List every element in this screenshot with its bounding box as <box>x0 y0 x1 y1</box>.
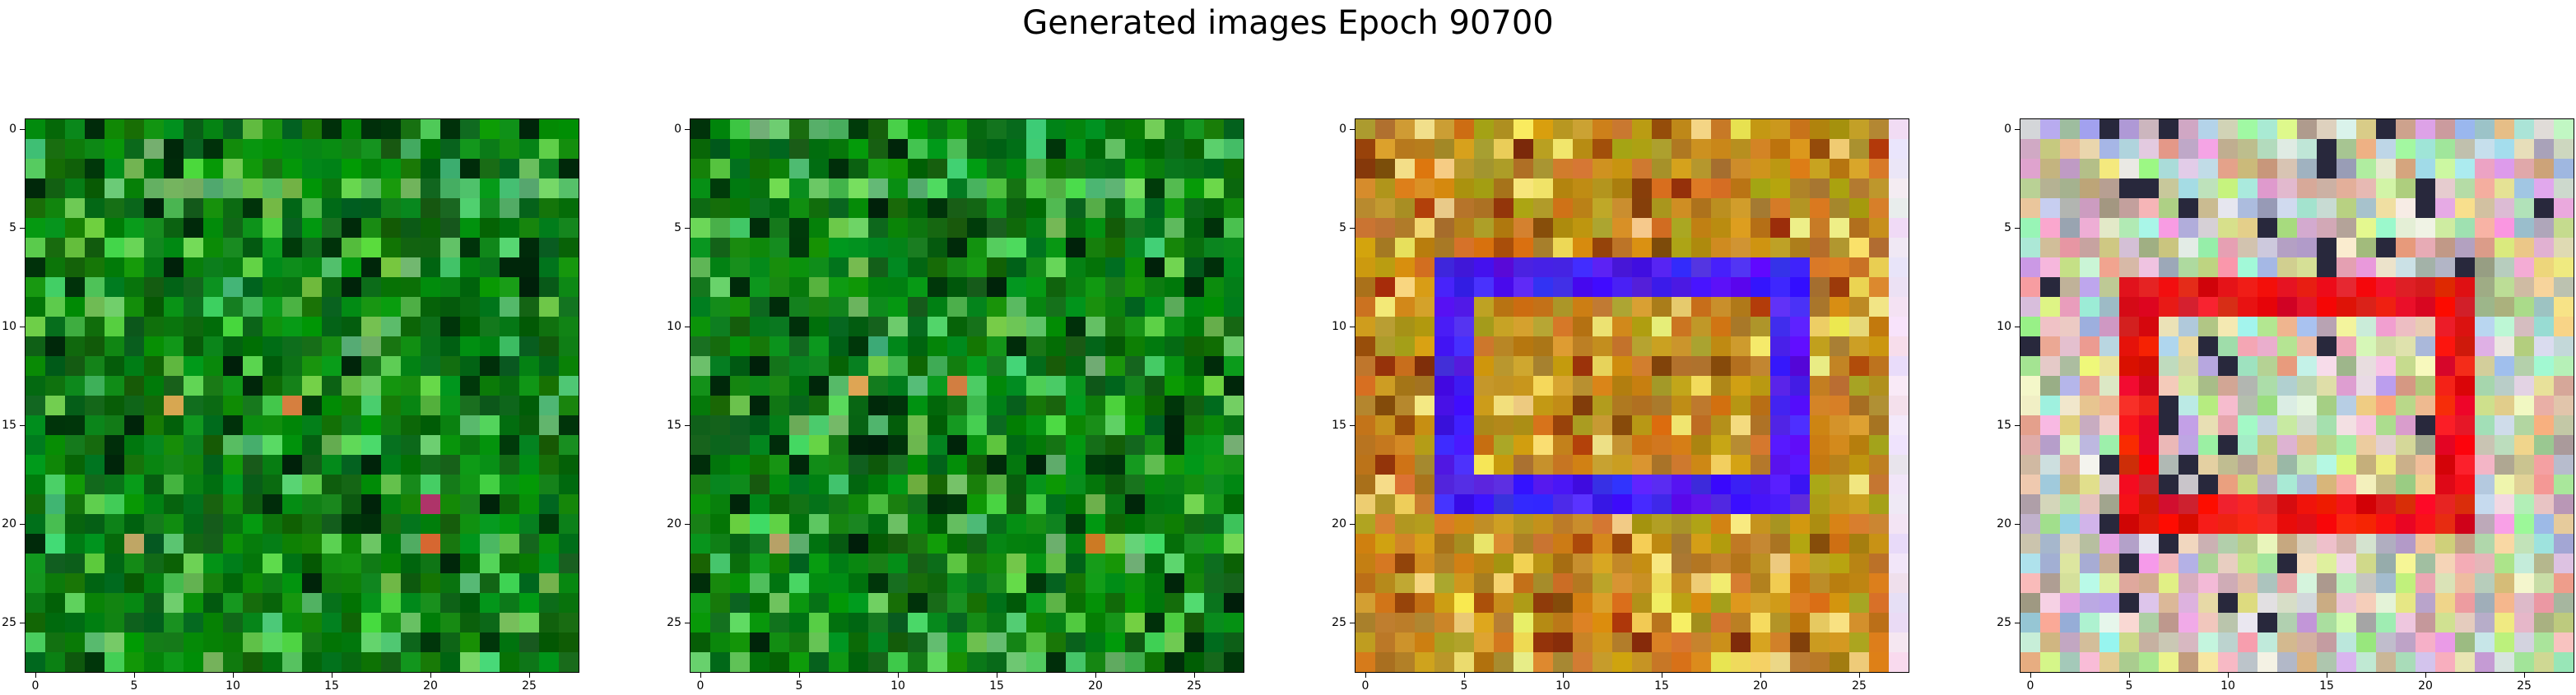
x-tick-label: 0 <box>696 679 704 693</box>
y-tick-label: 5 <box>674 221 681 234</box>
x-tick-label: 15 <box>2319 679 2334 693</box>
y-tick-label: 20 <box>2 517 16 531</box>
y-tick-label: 0 <box>1339 123 1346 136</box>
x-tick-label: 20 <box>1753 679 1768 693</box>
x-tick <box>898 672 899 678</box>
x-tick-label: 15 <box>1654 679 1669 693</box>
generated-image-2 <box>690 119 1244 672</box>
x-tick-label: 10 <box>226 679 240 693</box>
x-tick <box>1563 672 1564 678</box>
y-tick-label: 10 <box>667 320 681 333</box>
x-tick <box>1859 672 1860 678</box>
x-tick <box>430 672 431 678</box>
x-tick <box>1194 672 1195 678</box>
y-tick <box>1350 524 1355 525</box>
generated-image-4 <box>2020 119 2574 672</box>
x-tick <box>700 672 701 678</box>
y-tick-label: 5 <box>1339 221 1346 234</box>
x-tick-label: 10 <box>1555 679 1570 693</box>
x-tick <box>799 672 800 678</box>
x-tick <box>35 672 36 678</box>
y-tick <box>2015 425 2020 426</box>
figure-title: Generated images Epoch 90700 <box>1022 4 1554 42</box>
x-tick <box>1760 672 1761 678</box>
y-tick <box>685 425 690 426</box>
y-tick-label: 25 <box>1997 616 2011 629</box>
image-panel-2: 0 0 5 5 10 10 15 15 20 20 25 25 <box>667 118 1244 692</box>
x-tick-label: 25 <box>2517 679 2532 693</box>
x-tick <box>1365 672 1366 678</box>
y-tick-label: 25 <box>667 616 681 629</box>
y-tick-label: 5 <box>9 221 16 234</box>
x-tick-label: 15 <box>324 679 339 693</box>
x-tick-label: 25 <box>522 679 537 693</box>
x-tick <box>134 672 135 678</box>
x-tick <box>1464 672 1465 678</box>
x-tick-label: 5 <box>130 679 138 693</box>
image-panel-4: 0 0 5 5 10 10 15 15 20 20 25 25 <box>1997 118 2574 692</box>
x-tick <box>2524 672 2525 678</box>
y-tick <box>685 524 690 525</box>
x-tick <box>2228 672 2229 678</box>
y-tick-label: 5 <box>2004 221 2011 234</box>
y-tick-label: 10 <box>2 320 16 333</box>
y-tick <box>20 228 26 229</box>
image-panel-3: 0 0 5 5 10 10 15 15 20 20 25 25 <box>1332 118 1909 692</box>
y-tick <box>685 129 690 130</box>
y-tick-label: 20 <box>1332 517 1346 531</box>
x-tick-label: 20 <box>2418 679 2433 693</box>
y-tick-label: 0 <box>9 123 16 136</box>
x-tick-label: 20 <box>423 679 438 693</box>
x-tick <box>529 672 530 678</box>
x-tick-label: 0 <box>2026 679 2034 693</box>
x-tick <box>1095 672 1096 678</box>
x-tick-label: 0 <box>31 679 40 693</box>
y-tick-label: 10 <box>1997 320 2011 333</box>
x-tick <box>2425 672 2426 678</box>
y-tick <box>685 228 690 229</box>
y-tick-label: 15 <box>667 419 681 432</box>
x-tick-label: 15 <box>989 679 1004 693</box>
y-tick-label: 20 <box>667 517 681 531</box>
y-tick <box>2015 129 2020 130</box>
x-tick-label: 25 <box>1187 679 1202 693</box>
y-tick <box>20 524 26 525</box>
x-tick <box>2030 672 2031 678</box>
y-tick <box>1350 425 1355 426</box>
y-tick <box>2015 228 2020 229</box>
y-tick-label: 25 <box>2 616 16 629</box>
y-tick-label: 15 <box>2 419 16 432</box>
x-tick <box>2129 672 2130 678</box>
y-tick-label: 20 <box>1997 517 2011 531</box>
y-tick-label: 0 <box>2004 123 2011 136</box>
y-tick <box>1350 129 1355 130</box>
x-tick-label: 5 <box>1460 679 1468 693</box>
y-tick-label: 10 <box>1332 320 1346 333</box>
x-tick-label: 25 <box>1852 679 1867 693</box>
x-tick <box>233 672 234 678</box>
y-tick-label: 25 <box>1332 616 1346 629</box>
x-tick-label: 5 <box>795 679 803 693</box>
generated-image-3 <box>1355 119 1909 672</box>
image-panel-1: 0 0 5 5 10 10 15 15 20 20 25 25 <box>2 118 579 692</box>
y-tick <box>20 129 26 130</box>
y-tick <box>1350 228 1355 229</box>
x-tick-label: 10 <box>890 679 905 693</box>
generated-image-1 <box>26 119 579 672</box>
x-tick-label: 10 <box>2220 679 2235 693</box>
x-tick-label: 20 <box>1088 679 1103 693</box>
x-tick-label: 5 <box>2125 679 2133 693</box>
y-tick <box>20 425 26 426</box>
y-tick-label: 15 <box>1997 419 2011 432</box>
x-tick-label: 0 <box>1361 679 1369 693</box>
y-tick <box>2015 524 2020 525</box>
y-tick-label: 15 <box>1332 419 1346 432</box>
y-tick-label: 0 <box>674 123 681 136</box>
